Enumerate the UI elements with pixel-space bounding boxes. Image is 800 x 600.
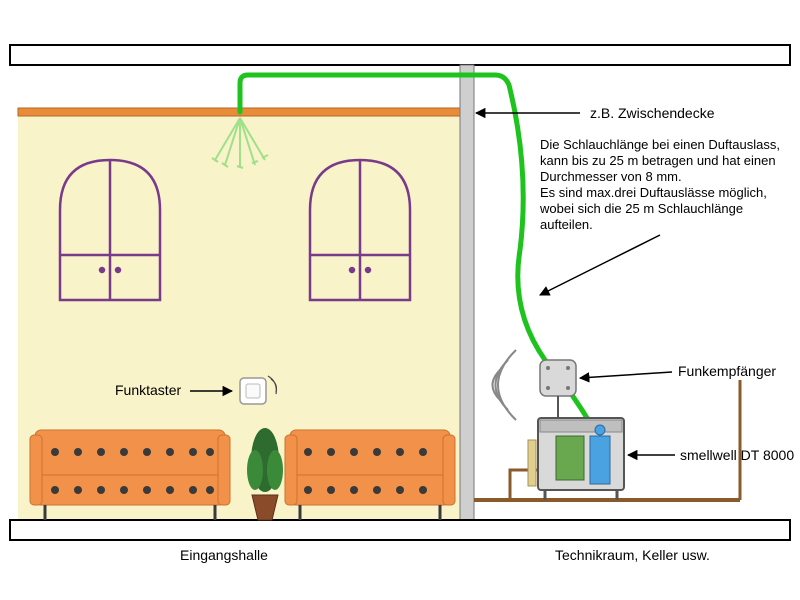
svg-text:aufteilen.: aufteilen.: [540, 217, 593, 232]
dividing-wall: [460, 65, 474, 520]
radio-waves-icon: [493, 350, 517, 420]
funkempfaenger-device: [540, 360, 576, 420]
label-funkempfaenger: Funkempfänger: [678, 363, 776, 379]
svg-text:Die Schlauchlänge bei einen Du: Die Schlauchlänge bei einen Duftauslass,: [540, 137, 780, 152]
label-zwischendecke: z.B. Zwischendecke: [590, 105, 715, 121]
svg-text:kann bis zu 25 m betragen und: kann bis zu 25 m betragen und hat einen: [540, 153, 776, 168]
description-text: Die Schlauchlänge bei einen Duftauslass,…: [539, 137, 780, 232]
top-slab: [10, 45, 790, 65]
installation-diagram: z.B. Zwischendecke Funkempfänger smellwe…: [0, 0, 800, 600]
bottom-slab: [10, 520, 790, 540]
smellwell-device: [528, 418, 624, 500]
arrow-funkempfaenger: [580, 372, 672, 378]
label-smellwell: smellwell DT 8000: [680, 447, 794, 463]
label-technikraum: Technikraum, Keller usw.: [555, 547, 710, 563]
arrow-description: [540, 235, 660, 295]
svg-text:wobei sich die 25 m Schlauchlä: wobei sich die 25 m Schlauchlänge: [539, 201, 743, 216]
svg-text:Es sind max.drei Duftauslässe: Es sind max.drei Duftauslässe möglich,: [540, 185, 767, 200]
label-eingangshalle: Eingangshalle: [180, 547, 268, 563]
label-funktaster: Funktaster: [115, 382, 181, 398]
svg-text:Durchmesser von 8 mm.: Durchmesser von 8 mm.: [540, 169, 682, 184]
